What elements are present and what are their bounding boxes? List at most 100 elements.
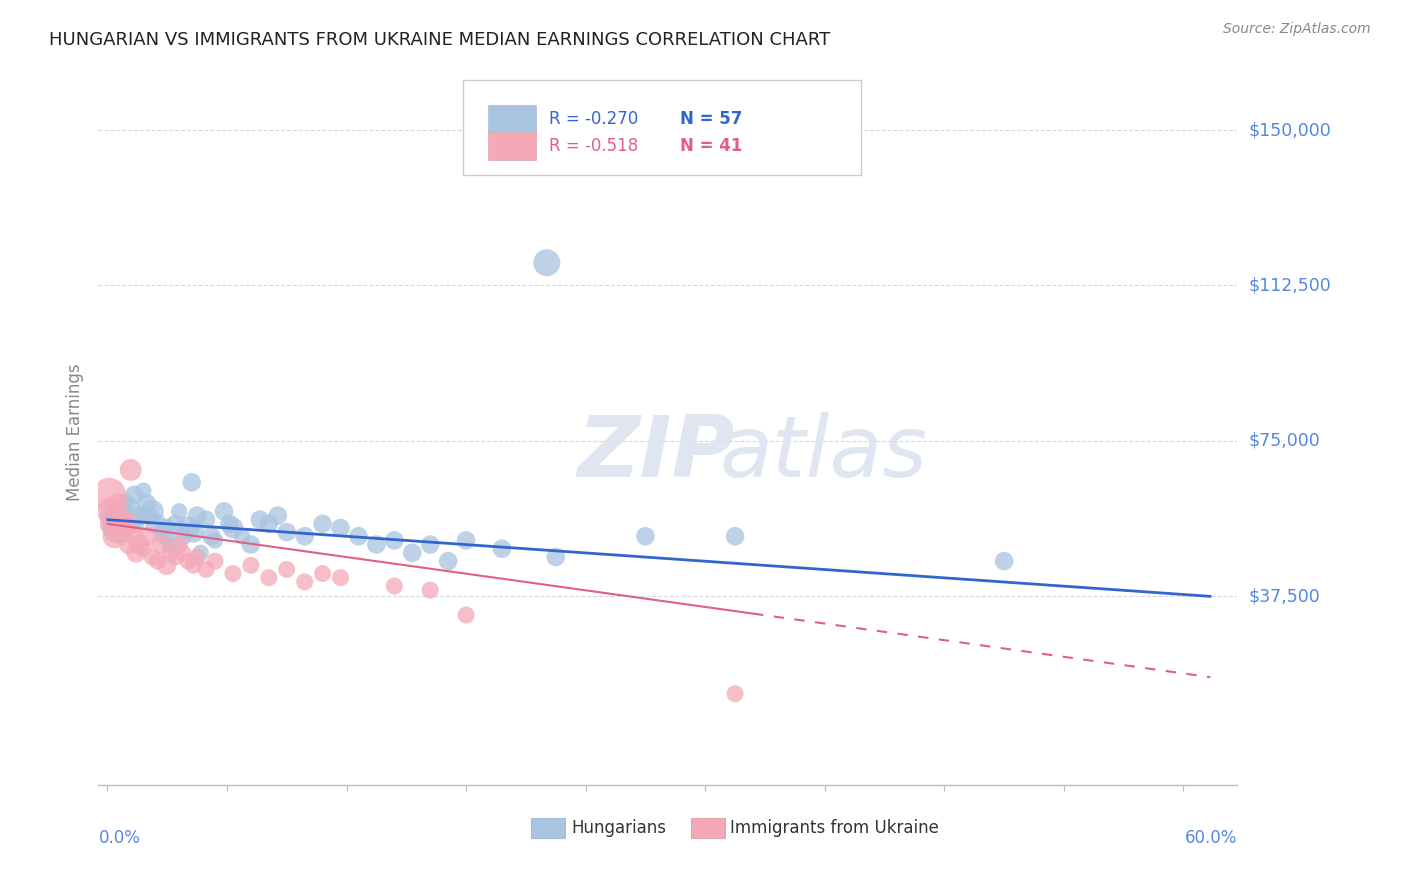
Point (128, 537, 150, 551)
Point (114, 516, 136, 531)
Text: $112,500: $112,500 (1249, 277, 1331, 294)
Point (183, 525, 205, 540)
Text: atlas: atlas (718, 412, 927, 495)
Point (165, 516, 187, 531)
Point (212, 504, 235, 518)
Point (111, 508, 134, 523)
Point (180, 475, 202, 490)
Point (167, 504, 190, 518)
Point (124, 488, 146, 502)
Text: 0.0%: 0.0% (98, 830, 141, 847)
Point (112, 521, 135, 535)
Point (125, 546, 148, 560)
Point (239, 537, 262, 551)
Point (159, 537, 181, 551)
Text: $75,000: $75,000 (1249, 432, 1320, 450)
Point (382, 579, 405, 593)
Point (132, 483, 155, 498)
Point (135, 529, 157, 543)
Point (218, 516, 240, 531)
Point (125, 516, 148, 531)
Point (993, 554, 1015, 568)
Point (111, 525, 134, 540)
Point (267, 508, 290, 523)
Point (186, 549, 208, 564)
Point (190, 546, 212, 560)
Point (249, 513, 271, 527)
Point (177, 521, 200, 535)
Point (491, 541, 513, 556)
Point (634, 529, 657, 543)
Point (120, 463, 142, 477)
Point (135, 496, 157, 510)
FancyBboxPatch shape (463, 80, 862, 176)
Point (276, 562, 298, 576)
Point (204, 554, 226, 568)
Point (257, 516, 280, 531)
Text: HUNGARIAN VS IMMIGRANTS FROM UKRAINE MEDIAN EARNINGS CORRELATION CHART: HUNGARIAN VS IMMIGRANTS FROM UKRAINE MED… (49, 31, 831, 49)
Point (101, 516, 124, 531)
Point (276, 525, 298, 540)
Point (186, 508, 208, 523)
Point (172, 546, 194, 560)
Point (347, 529, 370, 543)
Point (165, 549, 187, 564)
Point (159, 546, 181, 560)
Point (108, 513, 131, 527)
Point (419, 537, 441, 551)
Point (183, 558, 205, 573)
Text: 60.0%: 60.0% (1185, 830, 1237, 847)
Point (294, 574, 316, 589)
Text: Hungarians: Hungarians (571, 819, 666, 837)
Point (437, 554, 460, 568)
Text: N = 41: N = 41 (681, 136, 742, 155)
Point (329, 571, 352, 585)
Point (128, 508, 150, 523)
Point (98, 488, 121, 502)
Point (101, 516, 124, 531)
Point (724, 687, 747, 701)
Text: R = -0.270: R = -0.270 (550, 110, 638, 128)
Point (105, 504, 128, 518)
Point (153, 529, 176, 543)
Point (454, 607, 477, 622)
Point (366, 537, 388, 551)
Point (100, 504, 122, 518)
Point (98, 508, 121, 523)
Point (294, 529, 316, 543)
Point (419, 583, 441, 598)
Point (118, 537, 141, 551)
Point (167, 537, 190, 551)
Point (141, 549, 163, 564)
Point (177, 554, 200, 568)
Point (454, 533, 477, 548)
Point (195, 562, 218, 576)
Text: $37,500: $37,500 (1249, 587, 1320, 606)
Point (108, 513, 131, 527)
Point (141, 504, 163, 518)
Point (231, 529, 253, 543)
Point (329, 521, 352, 535)
Point (222, 521, 245, 535)
Point (114, 496, 136, 510)
Point (103, 529, 125, 543)
Point (150, 525, 173, 540)
Y-axis label: Median Earnings: Median Earnings (66, 364, 84, 501)
Point (138, 508, 160, 523)
Text: ZIP: ZIP (576, 412, 734, 495)
Point (200, 529, 222, 543)
Point (311, 516, 333, 531)
Point (124, 529, 146, 543)
FancyBboxPatch shape (488, 132, 536, 160)
Point (311, 566, 333, 581)
Point (724, 529, 747, 543)
Point (145, 516, 167, 531)
Text: Immigrants from Ukraine: Immigrants from Ukraine (731, 819, 939, 837)
Point (382, 533, 405, 548)
Point (146, 554, 169, 568)
Point (132, 541, 155, 556)
Point (195, 513, 218, 527)
Point (239, 558, 262, 573)
Point (107, 496, 129, 510)
Point (172, 529, 194, 543)
